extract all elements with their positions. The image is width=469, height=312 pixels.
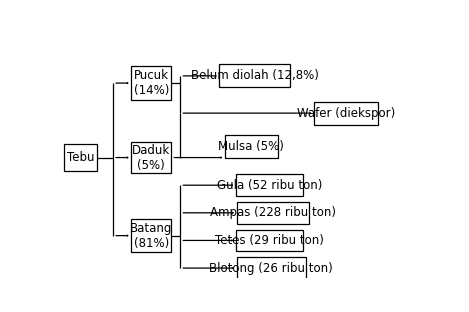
- Bar: [237, 202, 310, 224]
- Text: Pucuk
(14%): Pucuk (14%): [134, 69, 169, 97]
- Bar: [225, 135, 278, 158]
- Text: Wafer (diekspor): Wafer (diekspor): [297, 107, 395, 119]
- Text: Belum diolah (12,8%): Belum diolah (12,8%): [191, 69, 319, 82]
- Text: Blotong (26 ribu ton): Blotong (26 ribu ton): [209, 261, 333, 275]
- Bar: [314, 102, 378, 124]
- Bar: [219, 65, 290, 87]
- Text: Batang
(81%): Batang (81%): [130, 222, 173, 250]
- Text: Daduk
(5%): Daduk (5%): [132, 144, 170, 172]
- Bar: [236, 230, 303, 251]
- Text: Mulsa (5%): Mulsa (5%): [219, 140, 284, 153]
- Text: Tetes (29 ribu ton): Tetes (29 ribu ton): [215, 234, 324, 247]
- Bar: [237, 257, 306, 279]
- Text: Tebu: Tebu: [67, 151, 94, 164]
- Text: Ampas (228 ribu ton): Ampas (228 ribu ton): [210, 206, 336, 219]
- Text: Gula (52 ribu ton): Gula (52 ribu ton): [217, 179, 322, 192]
- Bar: [64, 144, 97, 171]
- Bar: [131, 142, 171, 173]
- Bar: [131, 219, 171, 252]
- Bar: [236, 174, 303, 196]
- Bar: [131, 66, 171, 100]
